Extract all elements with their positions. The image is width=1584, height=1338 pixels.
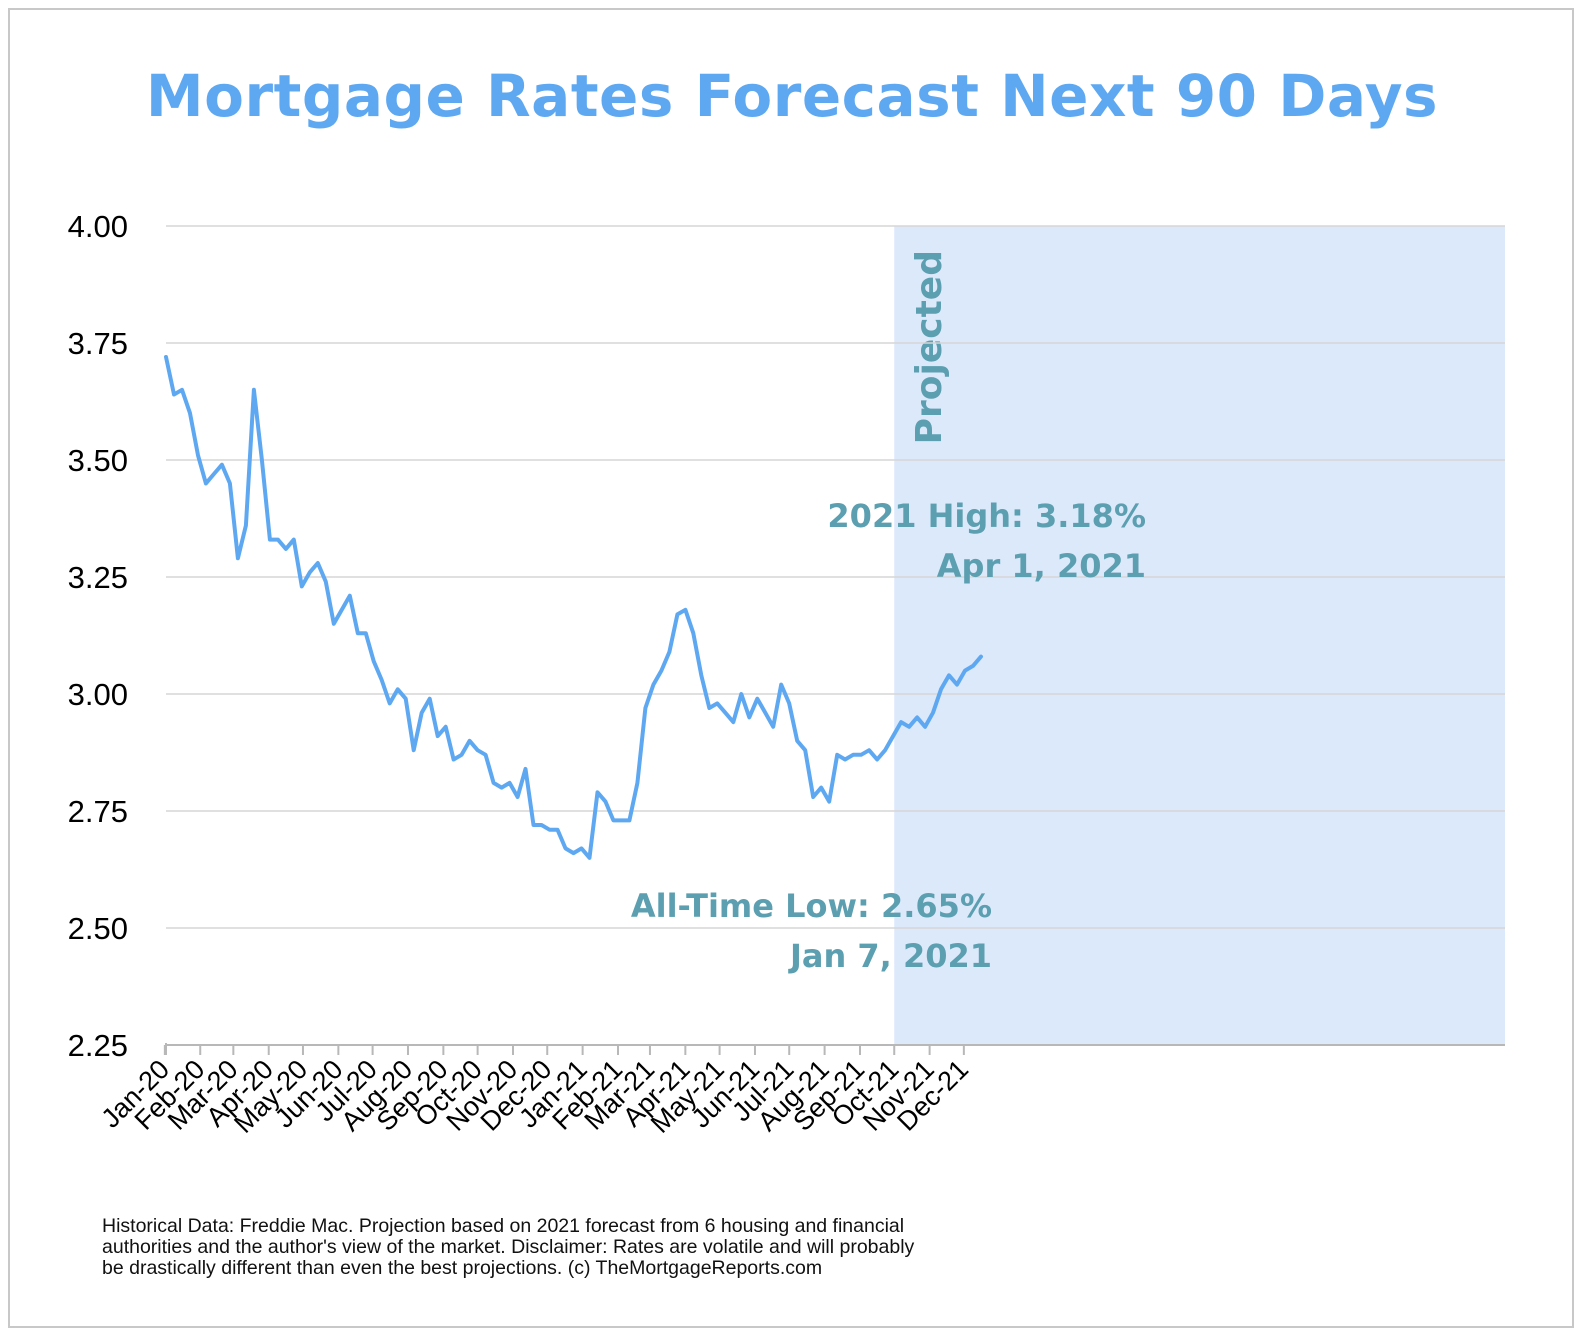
source-note-line: authorities and the author's view of the… (102, 1236, 915, 1258)
annotation-text: Jan 7, 2021 (788, 937, 992, 975)
source-note-line: be drastically different than even the b… (102, 1257, 823, 1279)
annotation: All-Time Low: 2.65% Jan 7, 2021 (631, 887, 992, 975)
annotation-text: 2021 High: 3.18% (827, 497, 1146, 535)
line-chart: Projected 4.00 3.75 3.50 3.25 3.00 2.75 2.50 2.… (68, 209, 1505, 1139)
series-line (164, 355, 983, 860)
projected-label: Projected (909, 250, 950, 444)
annotation: 2021 High: 3.18% Apr 1, 2021 (827, 497, 1146, 585)
y-tick-label: 3.00 (68, 677, 128, 712)
chart-title: Mortgage Rates Forecast Next 90 Days (145, 62, 1439, 130)
projected-region (894, 226, 1505, 1045)
y-tick-label: 4.00 (68, 209, 128, 244)
y-tick-label: 2.50 (68, 911, 128, 946)
annotation-text: All-Time Low: 2.65% (631, 887, 992, 925)
y-tick-label: 2.75 (68, 794, 128, 829)
source-note: Historical Data: Freddie Mac. Projection… (102, 1216, 1182, 1279)
annotation-text: Apr 1, 2021 (937, 547, 1146, 585)
source-note-line: Historical Data: Freddie Mac. Projection… (102, 1215, 905, 1237)
y-tick-label: 2.25 (68, 1028, 128, 1063)
y-tick-label: 3.50 (68, 443, 128, 478)
y-tick-label: 3.75 (68, 326, 128, 361)
y-tick-label: 3.25 (68, 560, 128, 595)
